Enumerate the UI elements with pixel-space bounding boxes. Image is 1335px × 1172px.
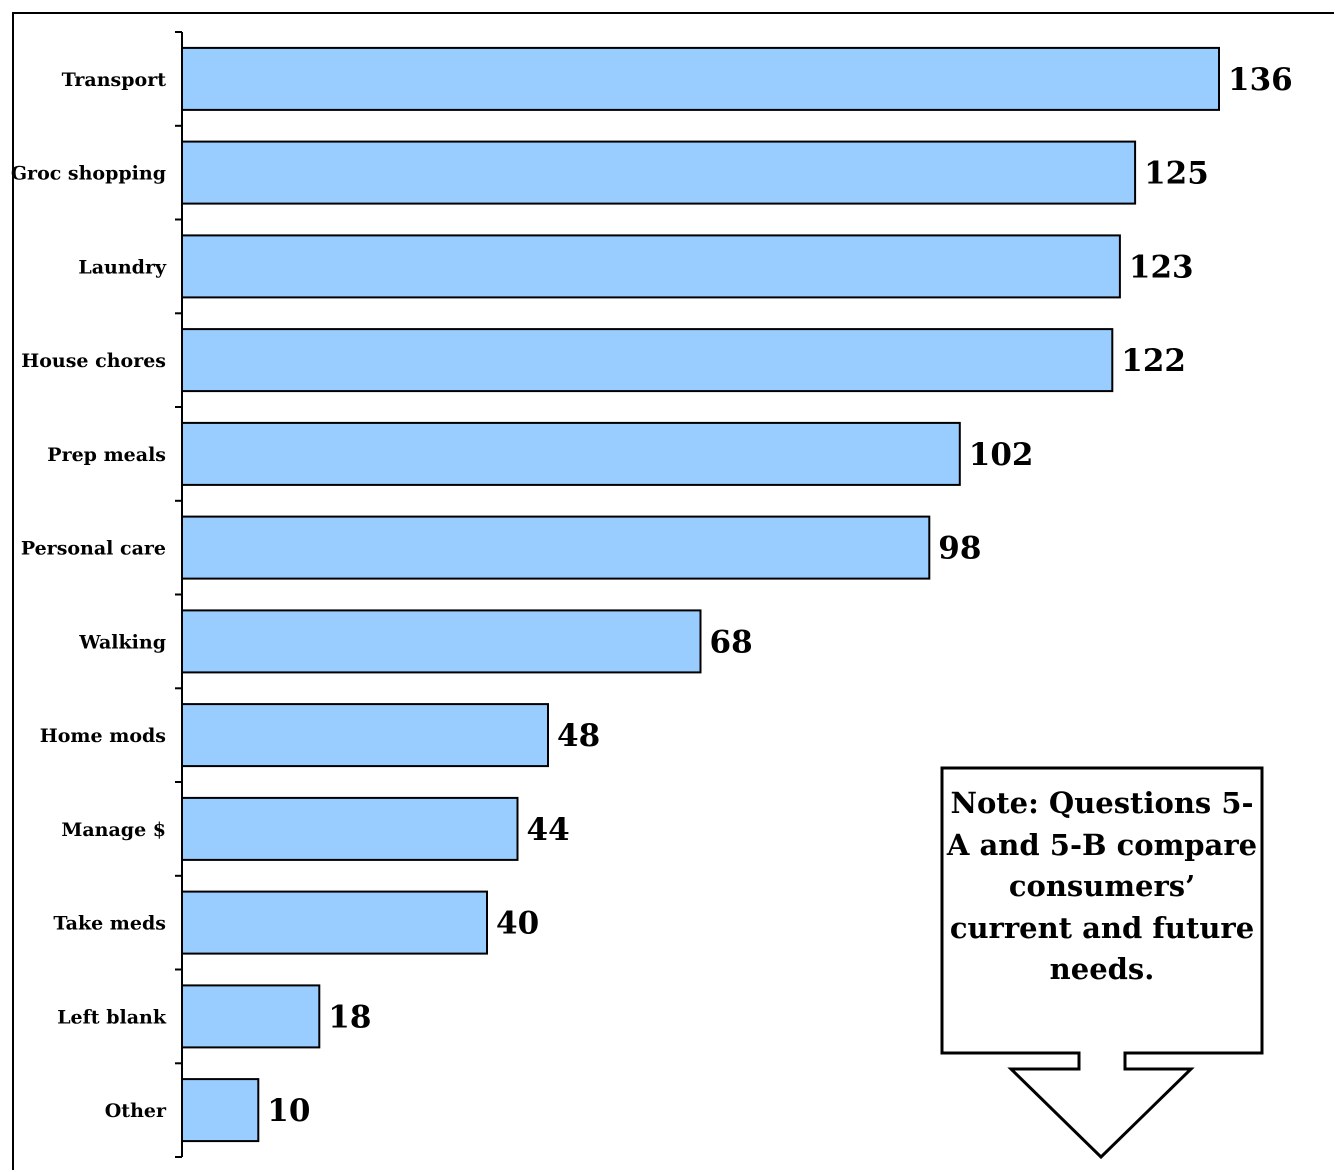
value-label: 44	[527, 812, 570, 848]
category-label: Manage $	[61, 819, 166, 841]
value-label: 68	[710, 624, 753, 660]
category-label: Prep meals	[47, 444, 166, 466]
value-label: 10	[267, 1093, 310, 1129]
bar	[181, 140, 1137, 205]
value-label: 48	[557, 718, 600, 754]
value-label: 40	[496, 906, 539, 942]
bar	[181, 46, 1220, 111]
category-label: Laundry	[78, 256, 167, 278]
bar	[181, 796, 519, 861]
bar	[181, 890, 488, 955]
bar	[181, 234, 1121, 299]
bar	[181, 984, 321, 1049]
value-label: 122	[1121, 343, 1186, 379]
bar	[181, 328, 1114, 393]
value-label: 18	[328, 999, 371, 1035]
category-axis	[175, 31, 183, 1158]
labels-layer: Transport 136 Groc shopping 125 Laundry 123 Ho…	[11, 62, 1293, 1129]
category-label: Transport	[62, 69, 167, 91]
value-label: 125	[1144, 156, 1209, 192]
bar	[181, 421, 961, 486]
note-callout-arrow	[940, 766, 1264, 1160]
value-label: 102	[969, 437, 1034, 473]
category-label: Left blank	[57, 1006, 167, 1028]
category-label: Other	[105, 1100, 167, 1122]
value-label: 123	[1129, 249, 1194, 285]
value-label: 98	[938, 531, 981, 567]
category-label: House chores	[21, 350, 166, 372]
bar	[181, 609, 702, 674]
note-text: Note: Questions 5-A and 5-B compare cons…	[946, 786, 1258, 986]
bar	[181, 1078, 260, 1143]
category-label: Personal care	[21, 538, 166, 560]
chart-frame	[12, 12, 1334, 1170]
category-label: Take meds	[53, 913, 166, 935]
value-label: 136	[1228, 62, 1293, 98]
category-label: Walking	[78, 631, 166, 653]
category-label: Home mods	[40, 725, 166, 747]
bar	[181, 515, 931, 580]
category-label: Groc shopping	[11, 163, 166, 185]
bar	[181, 703, 549, 768]
